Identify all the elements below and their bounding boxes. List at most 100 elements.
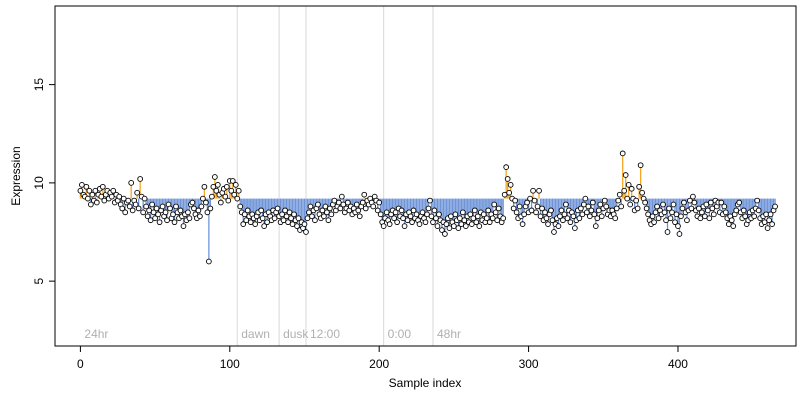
data-point bbox=[404, 217, 411, 224]
data-point bbox=[543, 215, 550, 222]
data-point bbox=[528, 207, 535, 214]
data-point bbox=[206, 258, 212, 265]
data-point bbox=[489, 215, 496, 222]
data-point bbox=[177, 207, 184, 214]
data-point bbox=[461, 217, 468, 224]
data-point bbox=[222, 193, 229, 200]
data-point bbox=[340, 201, 347, 208]
data-point bbox=[616, 191, 623, 198]
data-point bbox=[506, 189, 513, 196]
data-point bbox=[570, 213, 577, 220]
data-point bbox=[725, 221, 732, 228]
data-point bbox=[467, 211, 474, 218]
data-point bbox=[201, 183, 208, 190]
data-point bbox=[355, 207, 362, 214]
data-point bbox=[331, 197, 338, 204]
data-point bbox=[649, 213, 656, 220]
data-point bbox=[386, 221, 393, 228]
data-point bbox=[303, 229, 309, 235]
data-point bbox=[663, 217, 669, 224]
data-point bbox=[730, 223, 737, 229]
timepoint-label: 48hr bbox=[437, 327, 461, 341]
x-tick-label: 400 bbox=[668, 357, 688, 371]
data-point bbox=[92, 187, 99, 194]
data-points bbox=[77, 150, 778, 265]
x-tick-label: 100 bbox=[220, 357, 240, 371]
data-point bbox=[322, 203, 329, 210]
data-point bbox=[542, 209, 548, 216]
data-point bbox=[536, 187, 542, 194]
data-point bbox=[707, 199, 714, 206]
data-point bbox=[699, 209, 705, 216]
data-point bbox=[618, 203, 625, 210]
data-point bbox=[615, 197, 622, 204]
data-point bbox=[410, 207, 417, 214]
data-point bbox=[244, 207, 251, 214]
data-point bbox=[446, 225, 453, 231]
data-point bbox=[129, 207, 136, 214]
data-point bbox=[223, 183, 230, 190]
y-axis-title: Expression bbox=[9, 146, 23, 205]
data-point bbox=[159, 203, 166, 210]
data-point bbox=[162, 209, 169, 216]
data-point bbox=[392, 209, 399, 216]
data-point bbox=[688, 205, 695, 212]
data-point bbox=[459, 209, 466, 216]
data-point bbox=[754, 197, 761, 204]
data-point bbox=[137, 176, 144, 182]
data-point bbox=[494, 217, 501, 224]
data-point bbox=[180, 223, 187, 229]
data-point bbox=[636, 183, 642, 190]
data-point bbox=[149, 201, 155, 208]
data-point bbox=[567, 219, 574, 226]
data-point bbox=[510, 205, 517, 212]
data-point bbox=[480, 211, 487, 218]
data-point bbox=[186, 215, 193, 222]
data-point bbox=[203, 199, 209, 206]
data-point bbox=[557, 213, 563, 220]
data-point bbox=[722, 209, 729, 216]
data-point bbox=[301, 221, 308, 228]
data-point bbox=[483, 215, 490, 222]
data-point bbox=[282, 207, 288, 214]
data-point bbox=[424, 211, 430, 218]
data-point bbox=[667, 215, 674, 222]
data-point bbox=[295, 215, 302, 222]
data-point bbox=[495, 205, 502, 212]
data-point bbox=[231, 191, 238, 198]
data-point bbox=[690, 193, 696, 200]
data-point bbox=[110, 187, 117, 194]
data-point bbox=[419, 209, 426, 216]
data-point bbox=[325, 217, 332, 224]
data-point bbox=[706, 215, 713, 222]
timepoint-vlines bbox=[236, 6, 434, 346]
data-point bbox=[676, 231, 683, 237]
data-point bbox=[585, 203, 592, 210]
data-point bbox=[485, 207, 492, 214]
data-point bbox=[679, 205, 686, 212]
data-point bbox=[361, 191, 368, 198]
data-point bbox=[258, 207, 265, 214]
data-point bbox=[307, 203, 314, 210]
data-point bbox=[625, 181, 632, 188]
data-point bbox=[315, 201, 321, 208]
data-point bbox=[642, 199, 648, 206]
data-point bbox=[431, 207, 438, 214]
data-point bbox=[545, 221, 551, 228]
data-point bbox=[592, 223, 599, 229]
data-point bbox=[141, 195, 148, 202]
data-point bbox=[430, 219, 436, 226]
data-point bbox=[761, 219, 768, 226]
data-point bbox=[530, 187, 536, 194]
data-point bbox=[150, 209, 157, 216]
data-point bbox=[147, 217, 154, 224]
data-point bbox=[210, 183, 217, 190]
data-point bbox=[504, 176, 511, 182]
data-point bbox=[710, 211, 717, 218]
data-point bbox=[603, 203, 610, 210]
data-point bbox=[442, 231, 448, 237]
data-point bbox=[85, 195, 91, 202]
data-point bbox=[578, 205, 584, 212]
data-point bbox=[591, 211, 598, 218]
data-point bbox=[99, 183, 106, 190]
